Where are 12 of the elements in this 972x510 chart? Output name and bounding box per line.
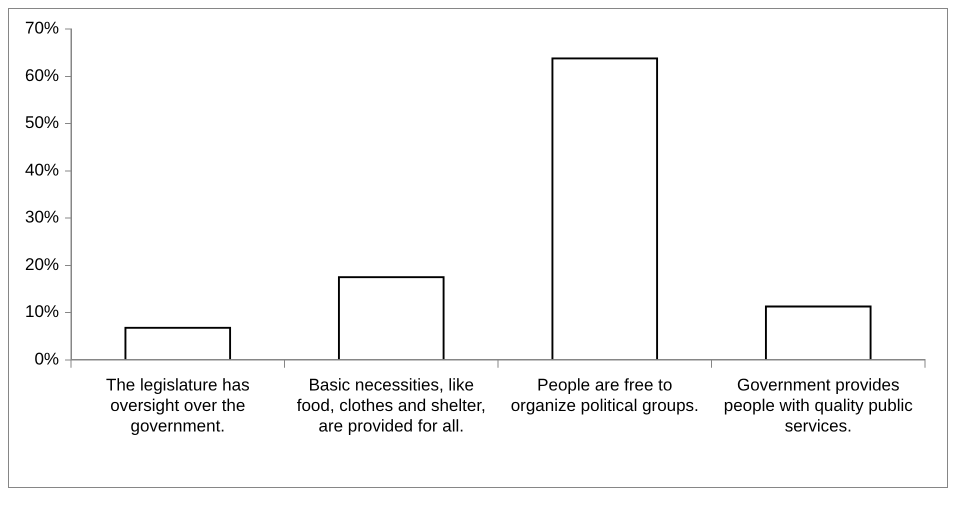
x-tick-label: People are free to organize political groups. — [510, 376, 699, 416]
y-tick-label: 60% — [24, 66, 60, 85]
y-tick-label: 50% — [24, 113, 60, 132]
y-tick-label: 0% — [34, 349, 60, 368]
y-tick-label: 70% — [24, 18, 60, 38]
x-tick-label: The legislature has oversight over the government. — [106, 376, 250, 436]
x-tick-label: Government provides people with quality public services. — [724, 376, 914, 436]
y-tick-label: 40% — [24, 160, 60, 180]
y-tick-label: 30% — [24, 208, 60, 227]
y-tick-label: 20% — [24, 254, 60, 274]
y-tick-label: 10% — [24, 302, 60, 322]
x-tick-label: Basic necessities, like food, clothes and shelter, are provided for all. — [296, 376, 486, 436]
